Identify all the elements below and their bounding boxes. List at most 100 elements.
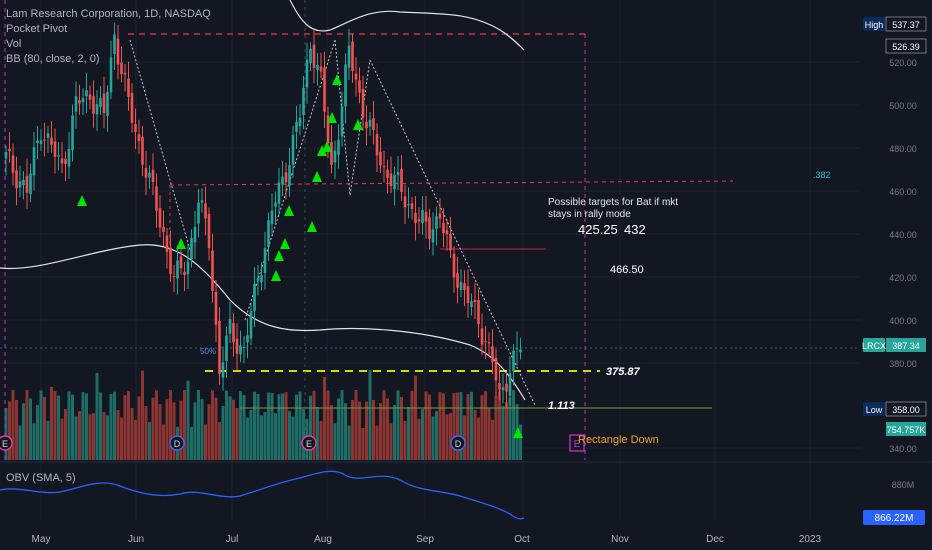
candle-body bbox=[449, 233, 452, 251]
candle-body bbox=[15, 170, 18, 189]
volume-bar bbox=[183, 390, 186, 460]
candle-body bbox=[337, 139, 340, 155]
candle-body bbox=[274, 202, 277, 207]
candle-body bbox=[165, 235, 169, 252]
candle-body bbox=[421, 209, 424, 223]
pocket-pivot-marker bbox=[513, 427, 523, 438]
candle-body bbox=[323, 67, 326, 112]
volume-bar bbox=[8, 401, 11, 460]
volume-bar bbox=[445, 414, 449, 460]
volume-bar bbox=[106, 415, 109, 460]
volume-bar bbox=[407, 407, 410, 460]
volume-bar bbox=[368, 370, 372, 460]
volume-bar bbox=[274, 413, 277, 460]
candle-body bbox=[4, 152, 8, 159]
volume-bar bbox=[491, 419, 494, 460]
pocket-pivot-marker bbox=[307, 221, 317, 232]
candle-body bbox=[57, 155, 60, 157]
candle-body bbox=[183, 271, 186, 276]
volume-bar bbox=[123, 395, 127, 460]
candle-body bbox=[43, 139, 46, 141]
candle-body bbox=[137, 134, 141, 142]
legend-pocket-pivot[interactable]: Pocket Pivot bbox=[6, 23, 68, 35]
candle-body bbox=[53, 141, 57, 157]
legend-bb[interactable]: BB (80, close, 2, 0) bbox=[6, 53, 100, 65]
volume-bar bbox=[232, 399, 235, 460]
candle-body bbox=[50, 137, 53, 145]
volume-bar bbox=[316, 407, 319, 460]
candle-body bbox=[78, 100, 81, 104]
volume-bar bbox=[92, 413, 95, 460]
candle-body bbox=[330, 142, 333, 165]
candle-body bbox=[407, 204, 410, 206]
volume-bar bbox=[281, 393, 284, 460]
candle-body bbox=[309, 48, 312, 64]
price-tag-value: 358.00 bbox=[892, 405, 920, 415]
volume-bar bbox=[46, 421, 50, 460]
time-axis[interactable]: May Jun Jul Aug Sep Oct Nov Dec 2023 bbox=[32, 534, 822, 545]
candle-body bbox=[214, 291, 218, 325]
obv-tick: 880M bbox=[892, 480, 915, 490]
volume-bar bbox=[179, 400, 183, 460]
volume-bar bbox=[99, 392, 102, 460]
candle-body bbox=[113, 34, 116, 54]
candle-body bbox=[127, 78, 130, 97]
volume-bar bbox=[134, 419, 137, 460]
volume-bar bbox=[95, 373, 99, 460]
candle-body bbox=[281, 176, 284, 185]
candle-body bbox=[158, 208, 162, 228]
price-tick: 400.00 bbox=[889, 316, 917, 326]
volume-bar bbox=[137, 396, 141, 460]
candle-body bbox=[256, 277, 260, 281]
volume-bar bbox=[330, 405, 333, 460]
candle-body bbox=[64, 159, 67, 165]
legend-title[interactable]: Lam Research Corporation, 1D, NASDAQ bbox=[6, 8, 211, 20]
volume-bar bbox=[393, 405, 396, 460]
candle-body bbox=[155, 186, 158, 211]
volume-bar bbox=[312, 390, 316, 460]
guide-lines bbox=[0, 0, 860, 460]
event-marker-label: D bbox=[174, 439, 181, 449]
candle-body bbox=[22, 179, 25, 186]
candle-body bbox=[123, 72, 127, 75]
volume-bar bbox=[452, 393, 456, 460]
volume-bar bbox=[162, 424, 165, 460]
volume-bar bbox=[113, 391, 116, 460]
price-tick: 420.00 bbox=[889, 273, 917, 283]
volume-bar bbox=[498, 390, 501, 460]
pocket-pivot-marker bbox=[317, 145, 327, 156]
volume-bar bbox=[64, 408, 67, 460]
candle-body bbox=[473, 299, 477, 303]
volume-bar bbox=[442, 393, 445, 460]
volume-bar bbox=[71, 394, 74, 460]
candlesticks bbox=[4, 22, 522, 409]
price-tick: 500.00 bbox=[889, 101, 917, 111]
candle-body bbox=[263, 248, 267, 273]
candle-body bbox=[225, 335, 228, 361]
candle-body bbox=[67, 148, 71, 167]
volume-bar bbox=[319, 421, 323, 460]
volume-bar bbox=[158, 404, 162, 460]
candle-body bbox=[60, 158, 64, 164]
price-tag-value: 387.34 bbox=[892, 341, 920, 351]
volume-bar bbox=[228, 396, 232, 460]
price-axis[interactable]: 520.00 500.00 480.00 460.00 440.00 420.00 400.… bbox=[862, 16, 927, 454]
obv-legend: OBV (SMA, 5) bbox=[6, 471, 76, 486]
candle-body bbox=[295, 121, 298, 132]
volume-bar bbox=[242, 395, 246, 460]
trend-line bbox=[244, 39, 336, 321]
volume-bar bbox=[340, 390, 344, 460]
candle-body bbox=[148, 172, 151, 178]
legend-vol[interactable]: Vol bbox=[6, 38, 22, 50]
earnings-future-label: E bbox=[574, 439, 581, 450]
volume-bar bbox=[39, 390, 43, 460]
legend-obv[interactable]: OBV (SMA, 5) bbox=[6, 472, 76, 484]
candle-body bbox=[456, 273, 459, 288]
price-tag-value-bg bbox=[886, 422, 926, 436]
candle-body bbox=[298, 117, 302, 127]
legend: Lam Research Corporation, 1D, NASDAQ Poc… bbox=[6, 7, 211, 67]
volume-bar bbox=[396, 390, 400, 460]
candle-body bbox=[459, 282, 463, 290]
target-2: 432 bbox=[624, 222, 646, 237]
